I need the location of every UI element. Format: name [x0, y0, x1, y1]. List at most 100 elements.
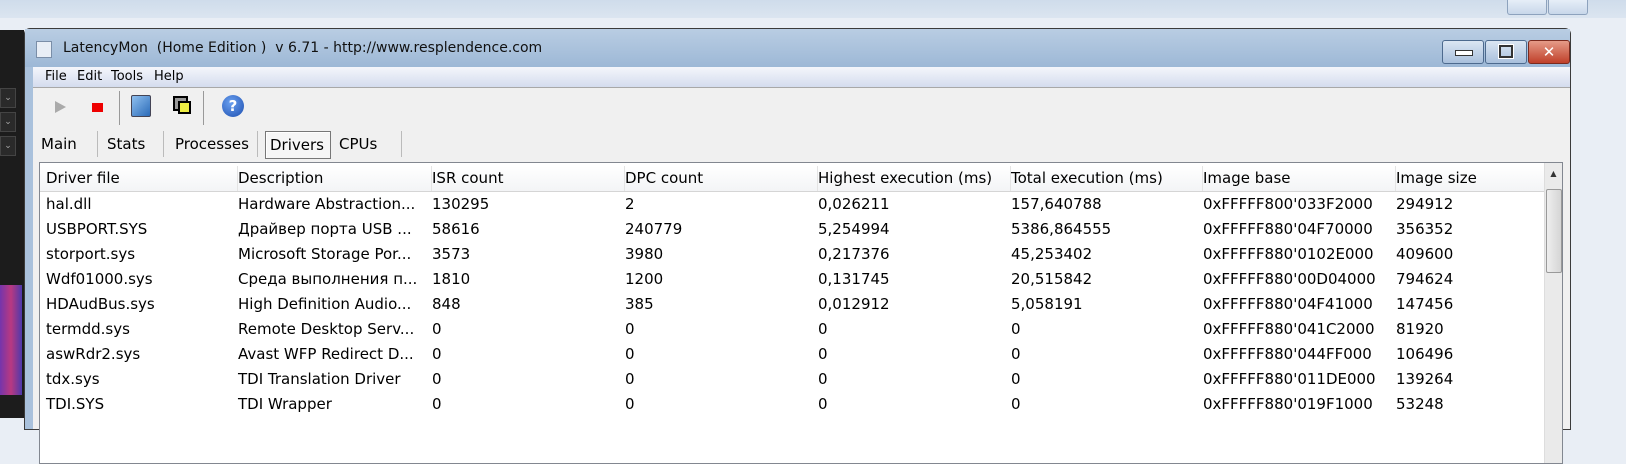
- cell-image-size: 409600: [1396, 245, 1454, 263]
- cell-description: Avast WFP Redirect D...: [238, 345, 414, 363]
- cell-dpc-count: 0: [625, 370, 635, 388]
- table-row[interactable]: HDAudBus.sys High Definition Audio... 848 3…: [40, 292, 1545, 317]
- play-icon[interactable]: [55, 101, 66, 113]
- background-dropdown[interactable]: ⌄: [0, 112, 16, 132]
- cell-driver-file: tdx.sys: [46, 370, 100, 388]
- vertical-scrollbar[interactable]: ▲: [1544, 163, 1562, 463]
- table-row[interactable]: USBPORT.SYS Драйвер порта USB ... 58616 240…: [40, 217, 1545, 242]
- cell-isr-count: 1810: [432, 270, 471, 288]
- maximize-button[interactable]: [1485, 40, 1527, 64]
- cell-description: TDI Wrapper: [238, 395, 332, 413]
- drivers-table: Driver file Description ISR count DPC count…: [39, 162, 1563, 464]
- cell-driver-file: storport.sys: [46, 245, 136, 263]
- cell-image-base: 0xFFFFF880'04F70000: [1203, 220, 1373, 238]
- cell-image-size: 147456: [1396, 295, 1454, 313]
- column-header-image-size[interactable]: Image size: [1392, 166, 1545, 191]
- cell-image-size: 53248: [1396, 395, 1444, 413]
- maximize-icon: [1499, 45, 1513, 58]
- column-header-isr-count[interactable]: ISR count: [428, 166, 625, 191]
- cell-dpc-count: 0: [625, 345, 635, 363]
- menu-tools[interactable]: Tools: [111, 69, 144, 84]
- background-dropdown[interactable]: ⌄: [0, 88, 16, 108]
- column-header-image-base[interactable]: Image base: [1199, 166, 1396, 191]
- column-header-total-execution[interactable]: Total execution (ms): [1007, 166, 1203, 191]
- cell-highest-execution: 0,026211: [818, 195, 890, 213]
- cell-isr-count: 58616: [432, 220, 480, 238]
- cell-total-execution: 157,640788: [1011, 195, 1102, 213]
- cell-description: Среда выполнения п...: [238, 270, 418, 288]
- menu-help[interactable]: Help: [154, 69, 184, 84]
- background-minimize-button[interactable]: [1507, 0, 1547, 15]
- column-header-description[interactable]: Description: [234, 166, 432, 191]
- cell-driver-file: hal.dll: [46, 195, 92, 213]
- cell-total-execution: 0: [1011, 395, 1021, 413]
- cell-image-base: 0xFFFFF880'044FF000: [1203, 345, 1372, 363]
- scroll-up-icon[interactable]: ▲: [1550, 169, 1557, 178]
- cell-image-base: 0xFFFFF880'04F41000: [1203, 295, 1373, 313]
- cell-highest-execution: 0,131745: [818, 270, 890, 288]
- tab-cpus[interactable]: CPUs: [335, 131, 402, 157]
- background-dropdown[interactable]: ⌄: [0, 136, 16, 156]
- scrollbar-thumb[interactable]: [1546, 189, 1562, 273]
- background-window-titlebar: [0, 0, 1626, 18]
- table-row[interactable]: storport.sys Microsoft Storage Por... 3573…: [40, 242, 1545, 267]
- table-row[interactable]: TDI.SYS TDI Wrapper 0 0 0 0 0xFFFFF880'019F100…: [40, 392, 1545, 417]
- help-icon[interactable]: ?: [222, 95, 244, 117]
- cell-total-execution: 20,515842: [1011, 270, 1093, 288]
- cell-dpc-count: 1200: [625, 270, 664, 288]
- cell-image-base: 0xFFFFF880'041C2000: [1203, 320, 1375, 338]
- cell-image-base: 0xFFFFF880'0102E000: [1203, 245, 1374, 263]
- cell-highest-execution: 0: [818, 395, 828, 413]
- column-header-highest-execution[interactable]: Highest execution (ms): [814, 166, 1011, 191]
- cell-highest-execution: 5,254994: [818, 220, 890, 238]
- table-row[interactable]: Wdf01000.sys Среда выполнения п... 1810 120…: [40, 267, 1545, 292]
- menu-edit[interactable]: Edit: [77, 69, 103, 84]
- toolbar-separator: [119, 91, 120, 125]
- background-maximize-button[interactable]: [1548, 0, 1588, 15]
- stop-icon[interactable]: [92, 103, 103, 112]
- close-icon: ✕: [1542, 43, 1556, 61]
- table-header: Driver file Description ISR count DPC count…: [40, 166, 1545, 192]
- latencymon-window: LatencyMon (Home Edition ) v 6.71 - http…: [24, 28, 1571, 464]
- minimize-icon: [1455, 50, 1473, 56]
- cell-isr-count: 0: [432, 345, 442, 363]
- table-row[interactable]: termdd.sys Remote Desktop Serv... 0 0 0 0 0xFF…: [40, 317, 1545, 342]
- cell-total-execution: 0: [1011, 345, 1021, 363]
- cell-dpc-count: 3980: [625, 245, 664, 263]
- cell-highest-execution: 0: [818, 320, 828, 338]
- cell-description: High Definition Audio...: [238, 295, 412, 313]
- table-row[interactable]: aswRdr2.sys Avast WFP Redirect D... 0 0 0 0 0x…: [40, 342, 1545, 367]
- column-header-dpc-count[interactable]: DPC count: [621, 166, 818, 191]
- tab-drivers[interactable]: Drivers: [265, 131, 331, 159]
- tab-stats[interactable]: Stats: [103, 131, 164, 157]
- cell-image-base: 0xFFFFF800'033F2000: [1203, 195, 1373, 213]
- cell-highest-execution: 0: [818, 370, 828, 388]
- cell-highest-execution: 0,012912: [818, 295, 890, 313]
- cell-total-execution: 45,253402: [1011, 245, 1093, 263]
- cell-driver-file: HDAudBus.sys: [46, 295, 155, 313]
- cell-isr-count: 0: [432, 395, 442, 413]
- cell-description: Драйвер порта USB ...: [238, 220, 412, 238]
- tab-processes[interactable]: Processes: [171, 131, 258, 157]
- cell-image-size: 106496: [1396, 345, 1454, 363]
- tab-main[interactable]: Main: [37, 131, 98, 157]
- window-title: LatencyMon (Home Edition ) v 6.71 - http…: [63, 40, 543, 56]
- cell-total-execution: 0: [1011, 370, 1021, 388]
- cell-total-execution: 5386,864555: [1011, 220, 1112, 238]
- monitor-tool-icon[interactable]: [131, 95, 151, 117]
- table-row[interactable]: hal.dll Hardware Abstraction... 130295 2 0,0…: [40, 192, 1545, 217]
- cell-isr-count: 848: [432, 295, 461, 313]
- minimize-button[interactable]: [1442, 40, 1484, 64]
- menu-bar: File Edit Tools Help: [33, 67, 1570, 88]
- title-bar[interactable]: LatencyMon (Home Edition ) v 6.71 - http…: [25, 29, 1570, 67]
- cell-description: Remote Desktop Serv...: [238, 320, 415, 338]
- table-row[interactable]: tdx.sys TDI Translation Driver 0 0 0 0 0xFFFFF…: [40, 367, 1545, 392]
- cell-driver-file: termdd.sys: [46, 320, 130, 338]
- cell-image-size: 294912: [1396, 195, 1454, 213]
- column-header-driver-file[interactable]: Driver file: [42, 166, 238, 191]
- windows-icon[interactable]: [173, 96, 191, 114]
- cell-driver-file: TDI.SYS: [46, 395, 105, 413]
- menu-file[interactable]: File: [45, 69, 67, 84]
- waveform: [0, 285, 22, 395]
- close-button[interactable]: ✕: [1528, 40, 1570, 64]
